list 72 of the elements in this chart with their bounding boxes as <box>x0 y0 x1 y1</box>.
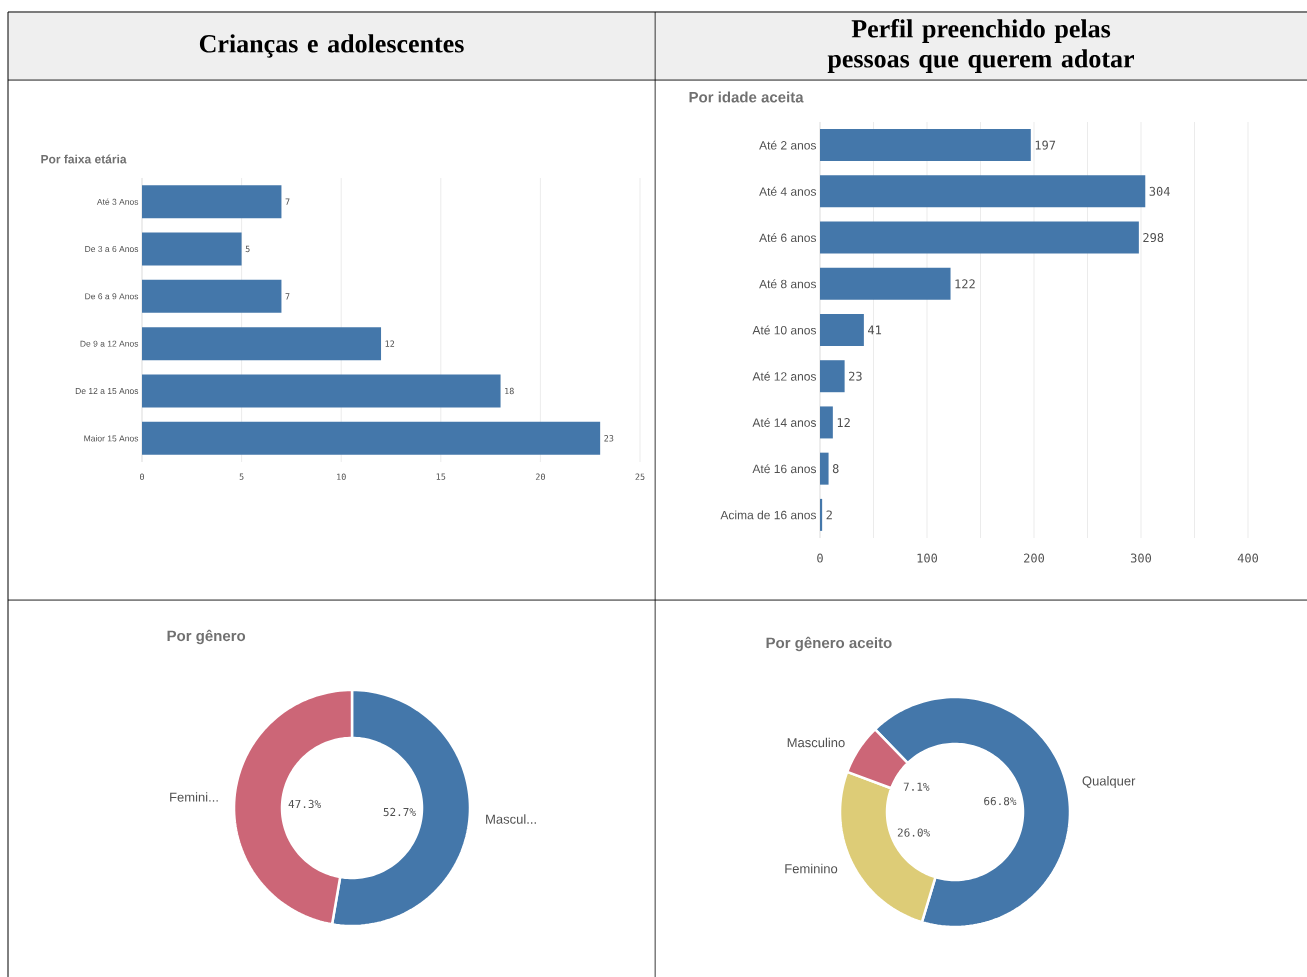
slice-label: Masculino <box>787 737 845 748</box>
x-tick-label: 25 <box>635 473 645 480</box>
chart-title: Por faixa etária <box>41 154 127 164</box>
data-label: 47.3% <box>288 799 321 809</box>
bar <box>142 279 282 313</box>
y-tick-label: Até 4 anos <box>759 186 817 196</box>
data-label: 26.0% <box>897 828 930 837</box>
x-tick-label: 0 <box>140 473 145 480</box>
data-label: 5 <box>245 245 250 253</box>
bar <box>142 185 282 219</box>
bar <box>142 232 242 266</box>
x-tick-label: 10 <box>337 473 346 480</box>
y-tick-label: Até 16 anos <box>752 464 817 474</box>
data-label: 122 <box>955 279 975 289</box>
bar <box>142 327 382 361</box>
x-tick-label: 200 <box>1024 553 1045 563</box>
slice-label: Qualquer <box>1082 775 1136 789</box>
text: Crianças e adolescentes <box>199 34 464 58</box>
data-label: 41 <box>868 325 882 335</box>
data-label: 304 <box>1149 186 1170 196</box>
y-tick-label: De 9 a 12 Anos <box>80 340 139 347</box>
data-label: 12 <box>837 417 850 427</box>
bar <box>820 267 951 300</box>
x-tick-label: 400 <box>1237 553 1259 563</box>
y-tick-label: Até 14 anos <box>752 417 817 427</box>
chart-title: Por gênero <box>167 629 246 645</box>
y-tick-label: Até 8 anos <box>759 279 817 289</box>
chart-title: Por idade aceita <box>689 91 804 103</box>
bar <box>820 360 845 393</box>
data-label: 52.7% <box>383 807 416 817</box>
y-tick-label: Até 10 anos <box>752 325 817 335</box>
x-tick-label: 15 <box>436 473 446 480</box>
data-label: 2 <box>826 510 832 520</box>
data-label: 7.1% <box>903 782 930 791</box>
slice-label: Mascul... <box>486 814 536 824</box>
data-label: 197 <box>1035 140 1056 150</box>
x-tick-label: 100 <box>917 553 938 563</box>
x-tick-label: 20 <box>535 473 545 480</box>
bar <box>820 221 1139 254</box>
y-tick-label: De 6 a 9 Anos <box>85 293 139 300</box>
y-tick-label: Até 2 anos <box>759 140 817 150</box>
data-label: 18 <box>505 387 514 395</box>
chart-title: Por gênero aceito <box>766 636 892 652</box>
bar <box>820 129 1031 162</box>
y-tick-label: Até 12 anos <box>752 371 817 381</box>
x-tick-label: 300 <box>1130 553 1152 563</box>
data-label: 66.8% <box>984 796 1017 806</box>
bar <box>820 498 823 531</box>
data-label: 8 <box>832 464 839 474</box>
bar <box>142 421 601 455</box>
bar <box>820 175 1146 208</box>
data-label: 7 <box>285 198 290 205</box>
y-tick-label: Maior 15 Anos <box>84 435 139 442</box>
x-tick-label: 0 <box>817 553 823 563</box>
bar <box>820 313 864 346</box>
bar <box>820 452 829 485</box>
data-label: 298 <box>1143 233 1164 243</box>
bar <box>820 406 833 439</box>
data-label: 23 <box>604 435 614 442</box>
bar <box>142 374 501 408</box>
data-label: 12 <box>385 340 395 347</box>
slice-label: Femini... <box>170 792 218 802</box>
data-label: 7 <box>285 293 290 300</box>
y-tick-label: Acima de 16 anos <box>720 510 817 520</box>
y-tick-label: Até 3 Anos <box>96 198 139 205</box>
y-tick-label: Até 6 anos <box>759 233 817 243</box>
y-tick-label: De 12 a 15 Anos <box>75 387 139 394</box>
x-tick-label: 5 <box>239 473 244 480</box>
slice-label: Feminino <box>785 863 838 874</box>
data-label: 23 <box>849 371 862 381</box>
text: Perfil preenchido pelas pessoas que querem adotar <box>827 19 1134 73</box>
y-tick-label: De 3 a 6 Anos <box>85 245 139 252</box>
